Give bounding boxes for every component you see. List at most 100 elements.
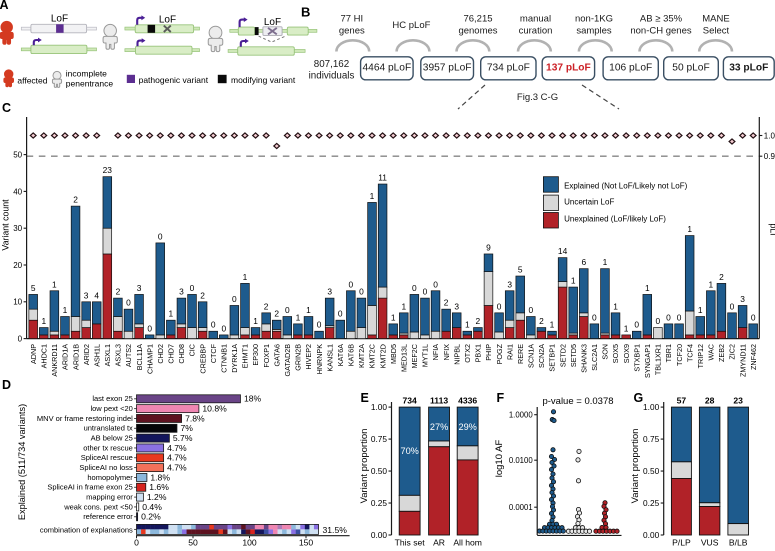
svg-text:3: 3	[740, 294, 745, 304]
svg-text:VUS: VUS	[701, 537, 719, 546]
svg-text:Variant count: Variant count	[1, 199, 11, 251]
svg-text:3: 3	[454, 301, 459, 311]
svg-text:0.00: 0.00	[643, 530, 660, 540]
svg-text:GRIN2B: GRIN2B	[294, 344, 303, 371]
svg-text:MANE: MANE	[702, 14, 729, 25]
svg-text:0: 0	[158, 231, 163, 241]
svg-text:0: 0	[751, 312, 756, 322]
svg-text:2: 2	[264, 301, 269, 311]
svg-text:1: 1	[698, 305, 703, 315]
svg-text:2: 2	[116, 287, 121, 297]
svg-text:3957 pLoF: 3957 pLoF	[423, 63, 472, 74]
svg-text:50: 50	[188, 537, 198, 546]
svg-text:LoF: LoF	[51, 14, 68, 25]
svg-text:0.0100: 0.0100	[509, 456, 534, 465]
svg-text:RAI1: RAI1	[505, 344, 514, 360]
svg-text:RERE: RERE	[516, 344, 525, 364]
svg-text:TBR1: TBR1	[664, 344, 673, 362]
svg-text:KAT6B: KAT6B	[347, 344, 356, 366]
svg-text:0: 0	[730, 301, 735, 311]
svg-text:23: 23	[103, 165, 113, 175]
svg-text:734: 734	[402, 395, 417, 405]
svg-text:Select: Select	[703, 26, 730, 37]
svg-text:0: 0	[317, 320, 322, 330]
svg-text:AUTS2: AUTS2	[124, 344, 133, 367]
svg-text:HIVEP2: HIVEP2	[304, 344, 313, 370]
svg-text:ARID1A: ARID1A	[61, 344, 70, 370]
svg-text:AB below 25: AB below 25	[91, 434, 133, 443]
svg-text:KMT2C: KMT2C	[368, 344, 377, 368]
svg-text:1: 1	[687, 224, 692, 234]
svg-text:p-value = 0.0378: p-value = 0.0378	[542, 396, 613, 407]
svg-text:Variant proportion: Variant proportion	[359, 429, 370, 504]
svg-text:0: 0	[221, 323, 226, 333]
svg-text:SpliceAI no loss: SpliceAI no loss	[79, 463, 133, 472]
svg-text:0.50: 0.50	[371, 466, 388, 476]
svg-text:Unexplained (LoF/likely LoF): Unexplained (LoF/likely LoF)	[564, 215, 666, 224]
svg-text:6: 6	[581, 257, 586, 267]
svg-text:MNV or frame restoring indel: MNV or frame restoring indel	[37, 414, 133, 423]
svg-text:ASXL1: ASXL1	[103, 344, 112, 366]
svg-text:non-CH genes: non-CH genes	[630, 26, 692, 37]
svg-text:0: 0	[211, 320, 216, 330]
svg-text:last exon 25: last exon 25	[92, 394, 132, 403]
svg-text:E: E	[361, 391, 369, 405]
svg-text:OTX2: OTX2	[463, 344, 472, 363]
svg-text:76,215: 76,215	[463, 14, 492, 25]
svg-text:4.7%: 4.7%	[167, 443, 187, 453]
svg-text:CHAMP1: CHAMP1	[145, 344, 154, 374]
svg-text:KANSL1: KANSL1	[325, 344, 334, 372]
svg-text:KMT2D: KMT2D	[378, 344, 387, 368]
svg-text:incomplete: incomplete	[66, 68, 107, 78]
svg-text:A: A	[0, 0, 9, 12]
svg-text:1: 1	[708, 279, 713, 289]
svg-text:pathogenic variant: pathogenic variant	[139, 75, 209, 85]
svg-text:18%: 18%	[244, 394, 262, 404]
svg-text:0: 0	[592, 312, 597, 322]
svg-text:1.2%: 1.2%	[147, 492, 167, 502]
svg-text:1: 1	[41, 316, 46, 326]
svg-text:EP300: EP300	[251, 344, 260, 366]
svg-text:1: 1	[603, 257, 608, 267]
svg-text:SHANK3: SHANK3	[580, 344, 589, 373]
svg-text:57: 57	[677, 395, 687, 405]
svg-text:0.4%: 0.4%	[142, 502, 162, 512]
svg-text:mapping error: mapping error	[86, 493, 133, 502]
svg-text:homopolymer: homopolymer	[87, 473, 133, 482]
svg-text:0.00: 0.00	[371, 530, 388, 540]
svg-text:SETD5: SETD5	[569, 344, 578, 367]
svg-text:30: 30	[13, 224, 22, 233]
svg-text:manual: manual	[520, 14, 551, 25]
svg-text:1: 1	[465, 320, 470, 330]
svg-text:GATA6: GATA6	[272, 344, 281, 367]
svg-text:2: 2	[444, 298, 449, 308]
svg-text:ZIC2: ZIC2	[728, 344, 737, 360]
svg-text:Uncertain LoF: Uncertain LoF	[564, 198, 614, 207]
svg-text:SOX9: SOX9	[622, 344, 631, 363]
svg-text:log10 AF: log10 AF	[494, 440, 505, 478]
svg-text:1.0000: 1.0000	[509, 411, 534, 420]
svg-text:low pext <20: low pext <20	[90, 404, 132, 413]
svg-text:50: 50	[13, 151, 22, 160]
svg-text:FOXP1: FOXP1	[262, 344, 271, 368]
svg-text:106 pLoF: 106 pLoF	[609, 63, 652, 74]
svg-text:0.9: 0.9	[764, 152, 775, 161]
svg-text:11: 11	[378, 173, 387, 183]
svg-text:1.0: 1.0	[764, 131, 775, 140]
svg-text:29%: 29%	[458, 422, 476, 432]
svg-text:7%: 7%	[180, 423, 193, 433]
svg-text:3: 3	[179, 287, 184, 297]
svg-text:Fig.3 C-G: Fig.3 C-G	[517, 92, 558, 103]
svg-text:genomes: genomes	[458, 26, 497, 37]
svg-text:Explained (511/734 variants): Explained (511/734 variants)	[17, 404, 27, 520]
svg-text:1113: 1113	[430, 395, 448, 405]
svg-text:reference error: reference error	[83, 512, 133, 521]
svg-text:1: 1	[253, 316, 258, 326]
svg-text:10: 10	[13, 298, 22, 307]
svg-text:LoF: LoF	[264, 17, 281, 28]
svg-text:CTCF: CTCF	[209, 343, 218, 363]
svg-text:affected: affected	[17, 76, 47, 86]
svg-text:5: 5	[518, 265, 523, 275]
svg-text:0: 0	[677, 312, 682, 322]
svg-text:SLC2A1: SLC2A1	[590, 344, 599, 371]
